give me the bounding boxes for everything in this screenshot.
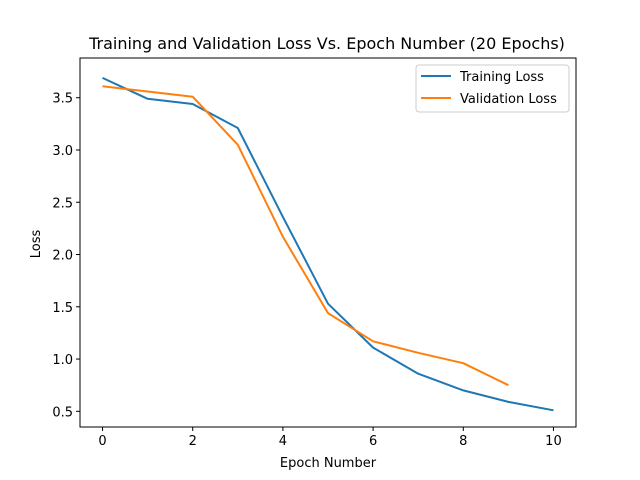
y-tick-label: 3.0 <box>52 144 73 159</box>
y-tick-label: 1.0 <box>52 353 73 368</box>
y-tick-label: 3.5 <box>52 92 73 107</box>
x-axis-label: Epoch Number <box>280 456 377 471</box>
x-tick-label: 4 <box>279 434 287 449</box>
x-axis: 0 2 4 6 8 10 <box>98 427 562 449</box>
legend-label-validation-loss: Validation Loss <box>460 92 557 107</box>
y-tick-label: 2.0 <box>52 249 73 264</box>
legend-box <box>415 64 570 113</box>
y-axis: 0.5 1.0 1.5 2.0 2.5 3.0 3.5 <box>52 92 80 420</box>
legend-label-training-loss: Training Loss <box>459 70 544 85</box>
plot-frame <box>79 57 577 428</box>
x-tick-label: 0 <box>98 434 106 449</box>
x-tick-label: 10 <box>545 434 562 449</box>
series-line-training-loss <box>102 76 554 412</box>
legend: Training Loss Validation Loss <box>415 64 570 113</box>
y-axis-label: Loss <box>29 230 44 259</box>
y-tick-label: 1.5 <box>52 301 73 316</box>
x-tick-label: 2 <box>189 434 197 449</box>
x-tick-label: 6 <box>369 434 377 449</box>
chart-title: Training and Validation Loss Vs. Epoch N… <box>88 34 565 53</box>
x-tick-label: 8 <box>459 434 467 449</box>
y-tick-label: 0.5 <box>52 405 73 420</box>
series-line-validation-loss <box>102 85 509 387</box>
plot-area <box>102 76 554 412</box>
y-tick-label: 2.5 <box>52 196 73 211</box>
